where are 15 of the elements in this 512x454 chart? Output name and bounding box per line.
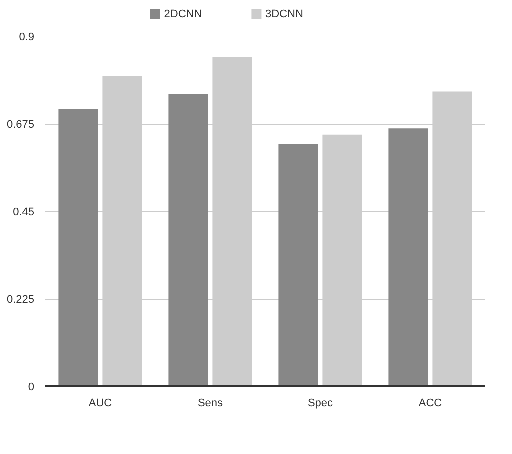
legend-label: 2DCNN: [164, 8, 202, 20]
y-tick-label: 0.45: [13, 206, 35, 218]
bar: [168, 94, 208, 386]
bar: [58, 109, 98, 386]
x-tick-label: AUC: [88, 398, 112, 410]
bar: [388, 128, 428, 386]
x-tick-label: Sens: [198, 398, 224, 410]
x-tick-label: ACC: [418, 398, 442, 410]
legend-label: 3DCNN: [266, 8, 304, 20]
y-tick-label: 0.675: [6, 119, 35, 131]
y-tick-label: 0.9: [19, 32, 35, 44]
y-tick-label: 0: [28, 382, 35, 394]
x-tick-label: Spec: [308, 398, 334, 410]
bar: [278, 144, 318, 386]
y-tick-label: 0.225: [6, 294, 35, 306]
